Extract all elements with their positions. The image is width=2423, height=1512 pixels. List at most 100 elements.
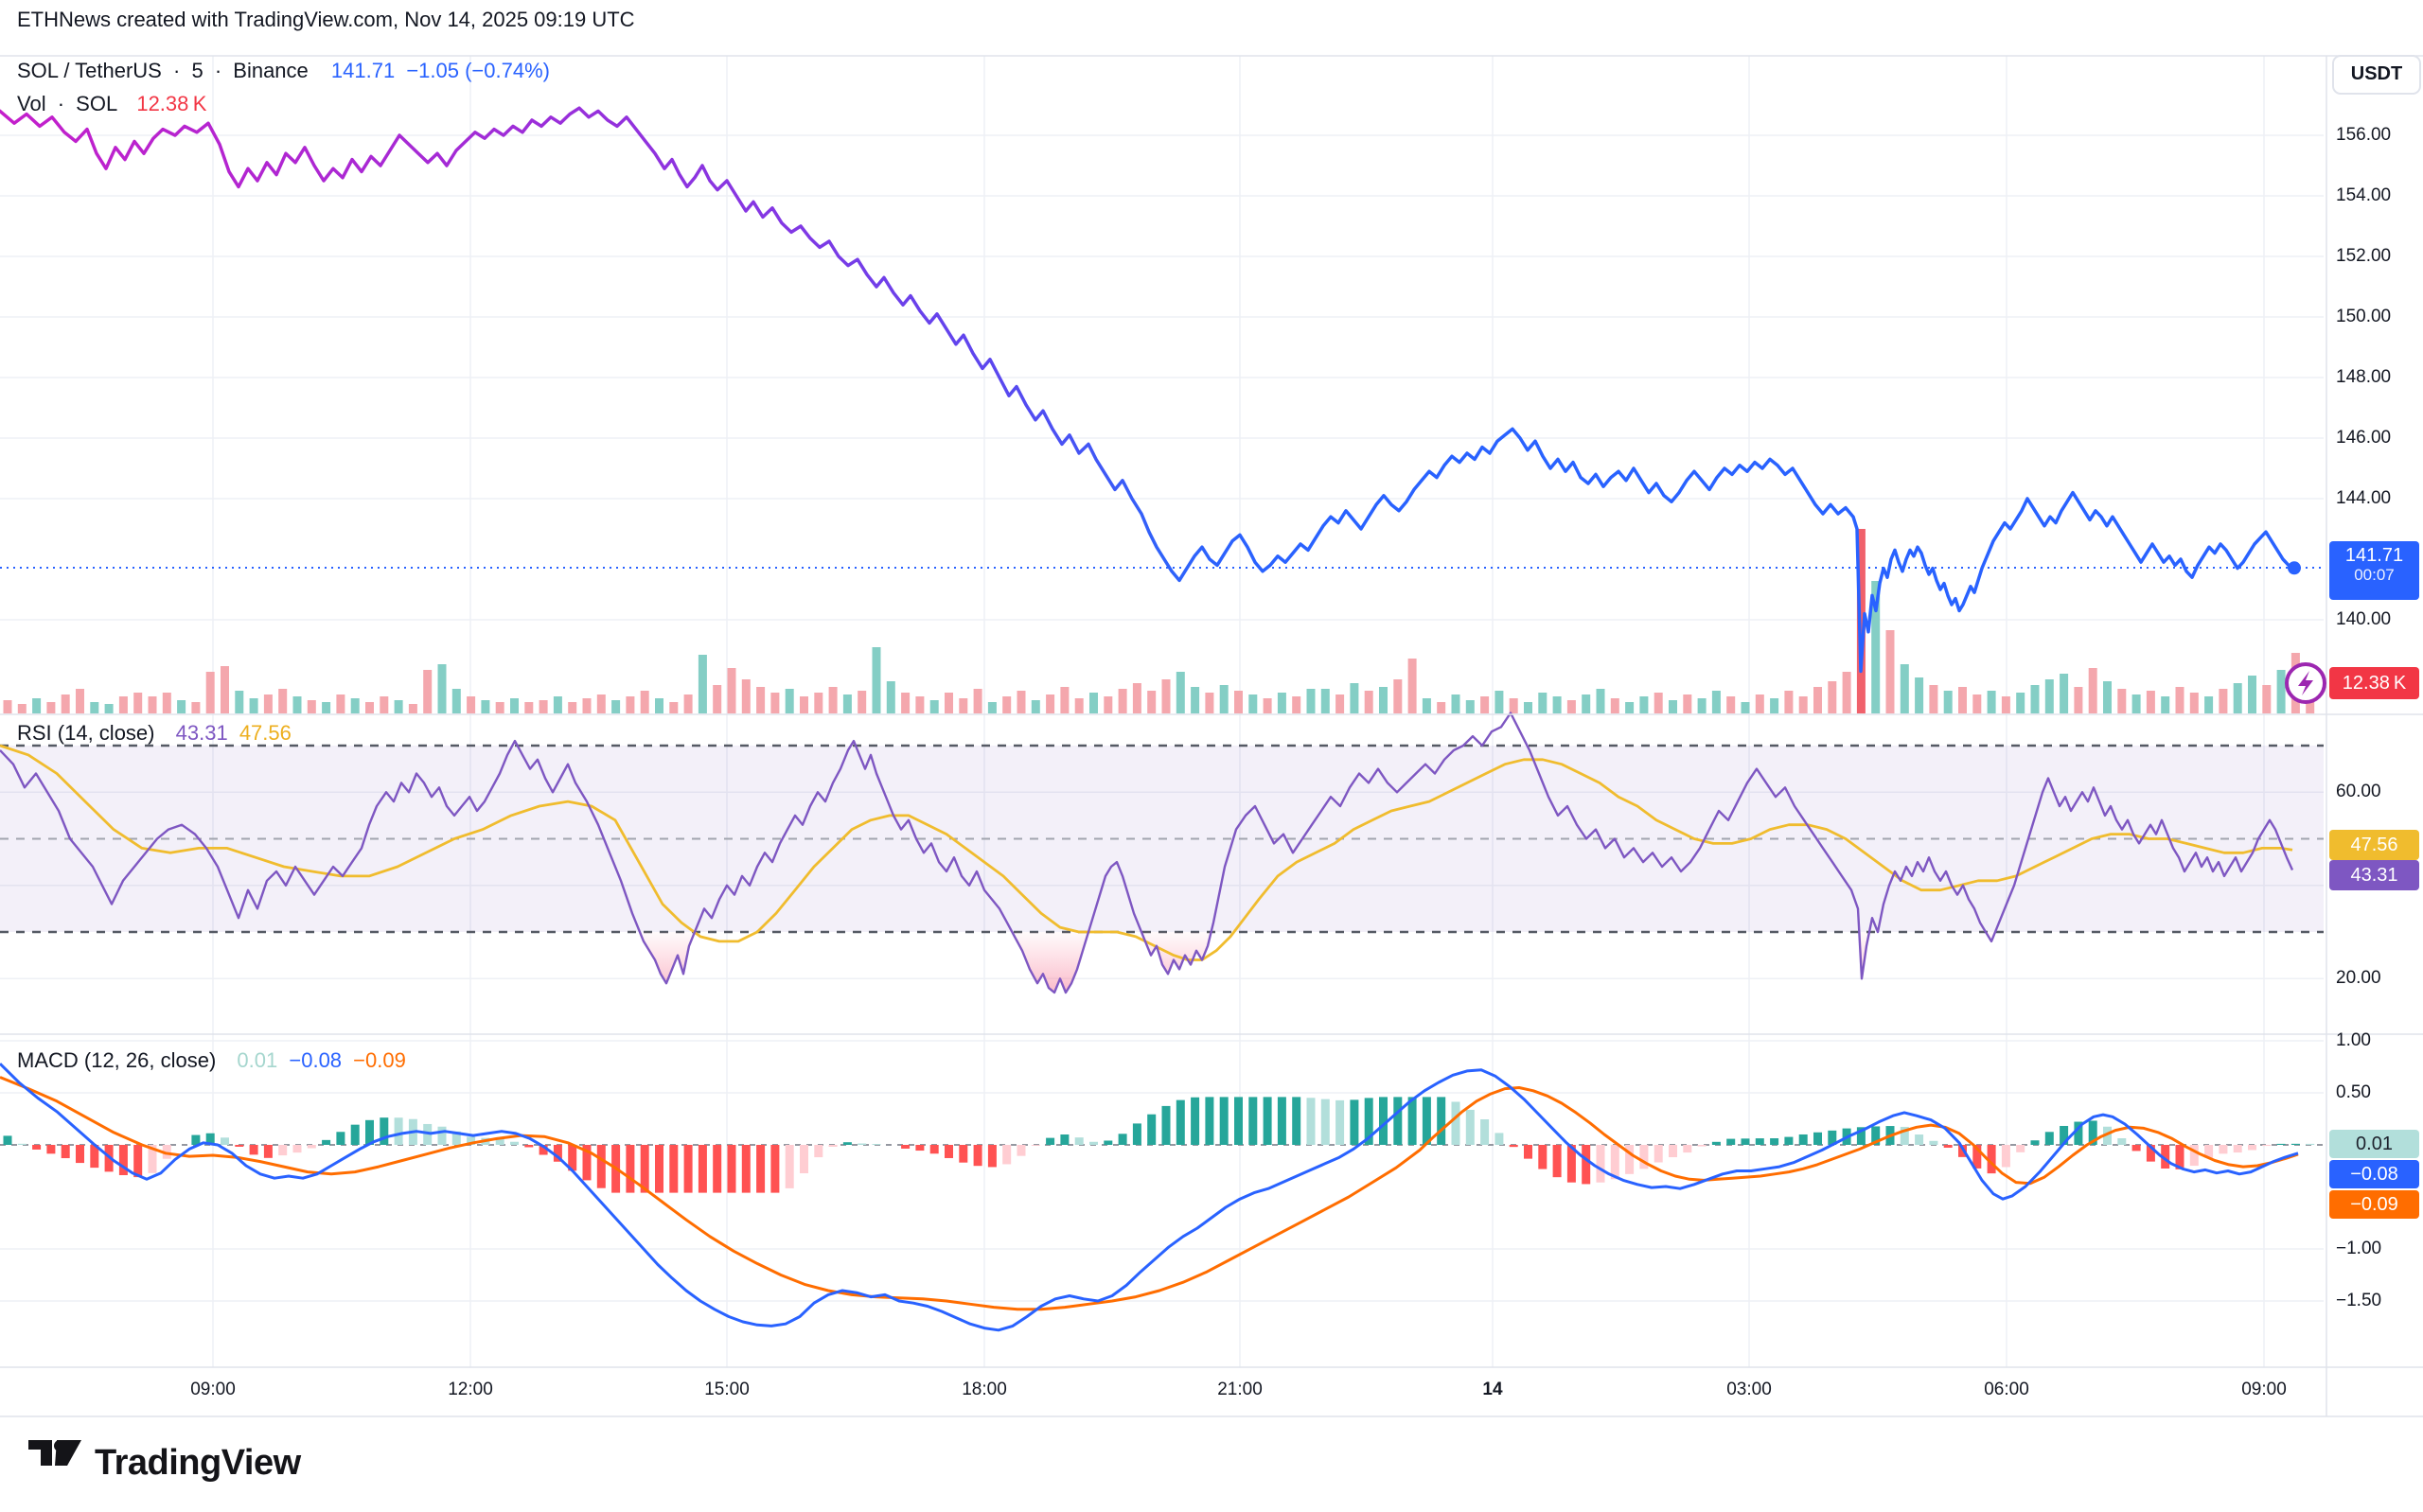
macd-histogram-bar xyxy=(1856,1127,1866,1145)
macd-axis-tick[interactable]: 0.50 xyxy=(2336,1082,2371,1102)
rsi-axis-tick[interactable]: 20.00 xyxy=(2336,968,2381,989)
volume-bar xyxy=(828,687,838,713)
macd-histogram-bar xyxy=(423,1123,433,1145)
volume-bar xyxy=(2248,676,2256,713)
volume-bar xyxy=(1552,696,1562,713)
volume-bar xyxy=(2060,674,2069,713)
macd-axis-tick[interactable]: 1.00 xyxy=(2336,1030,2371,1050)
symbol-legend[interactable]: SOL / TetherUS · 5 · Binance 141.71 −1.0… xyxy=(17,59,556,83)
volume-bar xyxy=(2030,685,2040,713)
symbol-interval[interactable]: 5 xyxy=(191,59,203,82)
macd-histogram-bar xyxy=(2001,1145,2010,1168)
realtime-lightning-icon[interactable] xyxy=(2285,662,2326,704)
volume-bar xyxy=(1191,687,1200,713)
macd-histogram-bar xyxy=(2175,1145,2184,1169)
time-axis-tick[interactable]: 06:00 xyxy=(1984,1380,2029,1399)
volume-legend[interactable]: Vol · SOL 12.38 K xyxy=(17,92,212,116)
price-axis-tick[interactable]: 144.00 xyxy=(2336,488,2392,508)
time-axis-tick[interactable]: 18:00 xyxy=(962,1380,1007,1399)
volume-bar xyxy=(1915,677,1924,713)
macd-histogram-bar xyxy=(770,1145,780,1193)
macd-histogram-bar xyxy=(1161,1105,1171,1145)
volume-bar xyxy=(1017,691,1026,713)
price-axis-tick[interactable]: 146.00 xyxy=(2336,428,2392,448)
volume-bar xyxy=(221,666,229,713)
macd-histogram-bar xyxy=(1639,1145,1649,1169)
macd-histogram-bar xyxy=(842,1142,852,1145)
price-axis-tick[interactable]: 148.00 xyxy=(2336,367,2392,387)
volume-bar xyxy=(1770,698,1779,713)
rsi-axis-tick[interactable]: 60.00 xyxy=(2336,782,2381,802)
rsi-ma-line xyxy=(0,744,2293,961)
volume-bar xyxy=(1089,693,1098,713)
macd-signal-axis-badge: −0.09 xyxy=(2329,1190,2419,1219)
volume-bar xyxy=(2233,683,2242,713)
macd-histogram-bar xyxy=(872,1144,881,1145)
time-axis-tick[interactable]: 09:00 xyxy=(190,1380,236,1399)
volume-bar xyxy=(1582,694,1591,713)
volume-bar xyxy=(2146,691,2155,713)
volume-bar xyxy=(2088,668,2097,713)
macd-histogram-bar xyxy=(2306,1143,2315,1145)
symbol-exchange[interactable]: Binance xyxy=(233,59,309,82)
volume-bar xyxy=(1494,691,1504,713)
volume-bar xyxy=(61,694,70,713)
volume-bar xyxy=(162,693,171,713)
rsi-ma-axis-badge: 47.56 xyxy=(2329,830,2419,860)
legend-sep: · xyxy=(172,59,181,82)
volume-bar xyxy=(959,698,968,713)
macd-histogram-bar xyxy=(741,1145,751,1193)
symbol-name[interactable]: SOL / TetherUS xyxy=(17,59,162,82)
macd-histogram-bar xyxy=(1263,1097,1272,1145)
currency-toggle-button[interactable]: USDT xyxy=(2332,55,2421,95)
volume-bar xyxy=(437,664,447,713)
volume-bar xyxy=(1480,696,1490,713)
macd-axis-tick[interactable]: −1.00 xyxy=(2336,1239,2382,1258)
tradingview-logo[interactable]: TradingView xyxy=(28,1440,301,1486)
price-axis-tick[interactable]: 140.00 xyxy=(2336,609,2392,629)
volume-bar xyxy=(1755,694,1764,713)
volume-bar xyxy=(727,668,736,713)
macd-histogram-bar xyxy=(118,1145,128,1175)
volume-bar xyxy=(1798,696,1808,713)
macd-histogram-bar xyxy=(1219,1097,1229,1145)
volume-bar xyxy=(2219,689,2228,713)
volume-bar xyxy=(249,698,258,713)
volume-axis-badge: 12.38 K xyxy=(2329,667,2419,699)
volume-bar xyxy=(365,702,374,713)
macd-histogram-bar xyxy=(858,1143,867,1145)
macd-histogram-bar xyxy=(1451,1101,1460,1145)
macd-axis-tick[interactable]: −1.50 xyxy=(2336,1291,2382,1310)
time-axis-tick[interactable]: 09:00 xyxy=(2241,1380,2287,1399)
price-axis-tick[interactable]: 156.00 xyxy=(2336,125,2392,145)
price-axis-tick[interactable]: 152.00 xyxy=(2336,246,2392,266)
macd-legend[interactable]: MACD (12, 26, close) 0.01 −0.08 −0.09 xyxy=(17,1048,412,1073)
macd-histogram-bar xyxy=(1277,1097,1286,1145)
macd-histogram-bar xyxy=(1669,1145,1677,1158)
volume-bar xyxy=(90,702,99,713)
macd-histogram-bar xyxy=(510,1141,519,1145)
volume-bar xyxy=(814,693,823,713)
macd-signal-line xyxy=(0,1076,2299,1311)
time-axis-tick[interactable]: 14 xyxy=(1482,1380,1503,1399)
time-axis-tick[interactable]: 21:00 xyxy=(1217,1380,1263,1399)
volume-bar xyxy=(1726,696,1736,713)
rsi-oversold-fill xyxy=(640,932,695,984)
volume-bar xyxy=(307,700,316,713)
volume-bar xyxy=(886,681,895,713)
macd-histogram-bar xyxy=(1972,1145,1982,1169)
volume-bar xyxy=(2103,681,2112,713)
price-axis-tick[interactable]: 150.00 xyxy=(2336,307,2392,326)
macd-histogram-bar xyxy=(350,1124,360,1145)
time-axis-tick[interactable]: 15:00 xyxy=(704,1380,750,1399)
price-axis-tick[interactable]: 154.00 xyxy=(2336,185,2392,205)
rsi-legend[interactable]: RSI (14, close) 43.31 47.56 xyxy=(17,721,297,746)
time-axis-tick[interactable]: 12:00 xyxy=(448,1380,493,1399)
volume-bar xyxy=(770,693,780,713)
volume-bar xyxy=(191,702,201,713)
time-axis-tick[interactable]: 03:00 xyxy=(1726,1380,1772,1399)
rsi-line xyxy=(0,712,2294,994)
macd-histogram-bar xyxy=(1711,1141,1721,1145)
macd-histogram-bar xyxy=(1205,1097,1214,1145)
